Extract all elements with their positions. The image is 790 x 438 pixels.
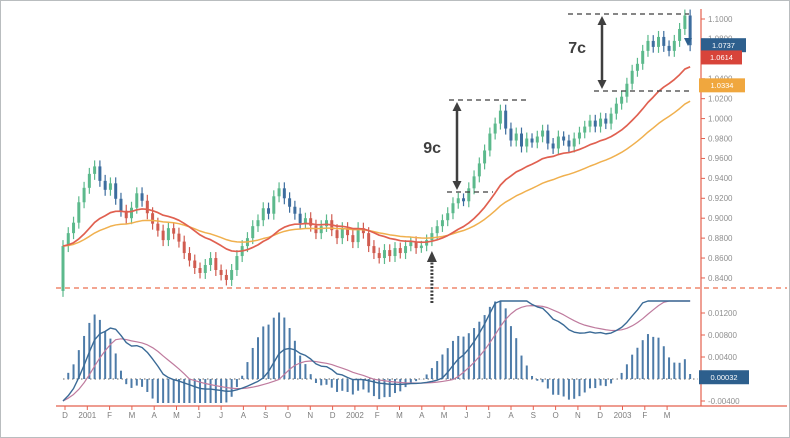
indicator-axis: 0.01200 0.00800 0.00400 -0.00400: [701, 309, 740, 406]
svg-text:0.00400: 0.00400: [708, 353, 737, 362]
svg-text:A: A: [508, 411, 514, 420]
breakout-arrow-icon: [426, 251, 437, 303]
svg-text:1.1000: 1.1000: [708, 15, 733, 24]
svg-text:0.9600: 0.9600: [708, 154, 733, 163]
fast-ma-marker: 1.0614: [701, 50, 742, 65]
svg-text:0.9000: 0.9000: [708, 214, 733, 223]
svg-text:A: A: [152, 411, 158, 420]
macd-line: [62, 300, 691, 402]
svg-text:M: M: [396, 411, 403, 420]
svg-text:1.0614: 1.0614: [710, 53, 733, 62]
svg-text:2001: 2001: [78, 411, 96, 420]
annotation-7c: 7c: [568, 13, 689, 92]
macd-value-marker: 0.00032: [699, 370, 749, 385]
svg-text:F: F: [375, 411, 380, 420]
svg-text:D: D: [330, 411, 336, 420]
svg-text:0.8400: 0.8400: [708, 274, 733, 283]
time-axis: D 2001 F M A M J J A S O N D 2002 F M A M J J A S O N D 2003 F M: [62, 406, 671, 420]
last-price-marker: 1.0737: [701, 38, 746, 53]
annotation-9c: 9c: [423, 99, 529, 193]
svg-text:9c: 9c: [423, 140, 441, 157]
svg-text:2002: 2002: [346, 411, 364, 420]
svg-text:M: M: [129, 411, 136, 420]
svg-text:0.9200: 0.9200: [708, 194, 733, 203]
ma-fast-line: [62, 66, 691, 253]
svg-text:0.00032: 0.00032: [710, 373, 737, 382]
svg-text:0.01200: 0.01200: [708, 309, 737, 318]
svg-text:1.0737: 1.0737: [712, 41, 735, 50]
last-price-arrow-icon: [684, 38, 692, 46]
axes-layer: [56, 9, 787, 407]
svg-text:F: F: [107, 411, 112, 420]
svg-text:D: D: [597, 411, 603, 420]
svg-text:M: M: [441, 411, 448, 420]
slow-ma-marker: 1.0334: [699, 78, 745, 93]
svg-text:1.0200: 1.0200: [708, 94, 733, 103]
svg-text:F: F: [642, 411, 647, 420]
signal-line: [62, 300, 691, 402]
candles-layer: [61, 9, 692, 297]
svg-text:0.00800: 0.00800: [708, 331, 737, 340]
svg-text:M: M: [664, 411, 671, 420]
svg-text:S: S: [263, 411, 268, 420]
svg-text:N: N: [307, 411, 313, 420]
svg-text:S: S: [531, 411, 536, 420]
svg-text:J: J: [197, 411, 201, 420]
svg-text:A: A: [419, 411, 425, 420]
macd-histogram: [67, 301, 692, 403]
svg-text:J: J: [487, 411, 491, 420]
svg-text:0.8800: 0.8800: [708, 234, 733, 243]
svg-text:0.9800: 0.9800: [708, 134, 733, 143]
svg-text:D: D: [62, 411, 68, 420]
svg-text:N: N: [575, 411, 581, 420]
svg-text:1.0000: 1.0000: [708, 114, 733, 123]
svg-text:M: M: [173, 411, 180, 420]
svg-text:A: A: [241, 411, 247, 420]
svg-text:O: O: [552, 411, 558, 420]
svg-text:0.8600: 0.8600: [708, 254, 733, 263]
svg-text:-0.00400: -0.00400: [708, 397, 740, 406]
svg-text:7c: 7c: [568, 40, 586, 57]
ma-slow-line: [62, 100, 691, 247]
svg-text:O: O: [285, 411, 291, 420]
svg-text:J: J: [219, 411, 223, 420]
svg-text:0.9400: 0.9400: [708, 174, 733, 183]
svg-text:2003: 2003: [614, 411, 632, 420]
svg-text:1.0334: 1.0334: [711, 81, 734, 90]
svg-text:J: J: [464, 411, 468, 420]
